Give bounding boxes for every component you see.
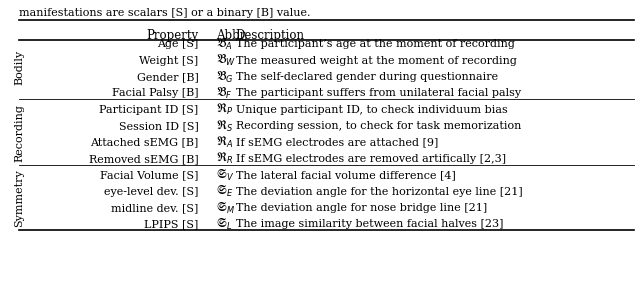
Text: LPIPS [S]: LPIPS [S]	[144, 219, 198, 229]
Text: The lateral facial volume difference [4]: The lateral facial volume difference [4]	[236, 170, 456, 180]
Text: Weight [S]: Weight [S]	[139, 56, 198, 65]
Text: The self-declared gender during questionnaire: The self-declared gender during question…	[236, 72, 498, 82]
Text: The measured weight at the moment of recording: The measured weight at the moment of rec…	[236, 56, 516, 65]
Text: Age [S]: Age [S]	[157, 39, 198, 49]
Text: midline dev. [S]: midline dev. [S]	[111, 203, 198, 213]
Text: Facial Volume [S]: Facial Volume [S]	[100, 170, 198, 180]
Text: Symmetry: Symmetry	[14, 170, 24, 227]
Text: $\mathfrak{S}_V$: $\mathfrak{S}_V$	[216, 168, 235, 183]
Text: $\mathfrak{B}_G$: $\mathfrak{B}_G$	[216, 69, 234, 84]
Text: $\mathfrak{R}_P$: $\mathfrak{R}_P$	[216, 102, 234, 117]
Text: $\mathfrak{S}_M$: $\mathfrak{S}_M$	[216, 200, 236, 215]
Text: The participant’s age at the moment of recording: The participant’s age at the moment of r…	[236, 39, 515, 49]
Text: Recording: Recording	[14, 104, 24, 162]
Text: manifestations are scalars [S] or a binary [B] value.: manifestations are scalars [S] or a bina…	[19, 8, 310, 18]
Text: The deviation angle for nose bridge line [21]: The deviation angle for nose bridge line…	[236, 203, 487, 213]
Text: $\mathfrak{B}_A$: $\mathfrak{B}_A$	[216, 37, 233, 52]
Text: Facial Palsy [B]: Facial Palsy [B]	[112, 88, 198, 98]
Text: Session ID [S]: Session ID [S]	[118, 121, 198, 131]
Text: Participant ID [S]: Participant ID [S]	[99, 105, 198, 115]
Text: The image similarity between facial halves [23]: The image similarity between facial halv…	[236, 219, 503, 229]
Text: Gender [B]: Gender [B]	[136, 72, 198, 82]
Text: If sEMG electrodes are attached [9]: If sEMG electrodes are attached [9]	[236, 137, 438, 147]
Text: $\mathfrak{B}_F$: $\mathfrak{B}_F$	[216, 86, 233, 101]
Text: $\mathfrak{R}_R$: $\mathfrak{R}_R$	[216, 151, 234, 166]
Text: Abbr.: Abbr.	[216, 29, 248, 42]
Text: Description: Description	[236, 29, 305, 42]
Text: The deviation angle for the horizontal eye line [21]: The deviation angle for the horizontal e…	[236, 187, 522, 196]
Text: Property: Property	[147, 29, 198, 42]
Text: Recording session, to check for task memorization: Recording session, to check for task mem…	[236, 121, 521, 131]
Text: eye-level dev. [S]: eye-level dev. [S]	[104, 187, 198, 196]
Text: $\mathfrak{S}_E$: $\mathfrak{S}_E$	[216, 184, 234, 199]
Text: $\mathfrak{B}_W$: $\mathfrak{B}_W$	[216, 53, 237, 68]
Text: Removed sEMG [B]: Removed sEMG [B]	[89, 154, 198, 164]
Text: $\mathfrak{R}_A$: $\mathfrak{R}_A$	[216, 135, 234, 150]
Text: The participant suffers from unilateral facial palsy: The participant suffers from unilateral …	[236, 88, 521, 98]
Text: If sEMG electrodes are removed artifically [2,3]: If sEMG electrodes are removed artifical…	[236, 154, 506, 164]
Text: Unique participant ID, to check individuum bias: Unique participant ID, to check individu…	[236, 105, 508, 115]
Text: Attached sEMG [B]: Attached sEMG [B]	[90, 137, 198, 147]
Text: $\mathfrak{S}_L$: $\mathfrak{S}_L$	[216, 217, 232, 232]
Text: Bodily: Bodily	[14, 50, 24, 85]
Text: $\mathfrak{R}_S$: $\mathfrak{R}_S$	[216, 118, 234, 134]
